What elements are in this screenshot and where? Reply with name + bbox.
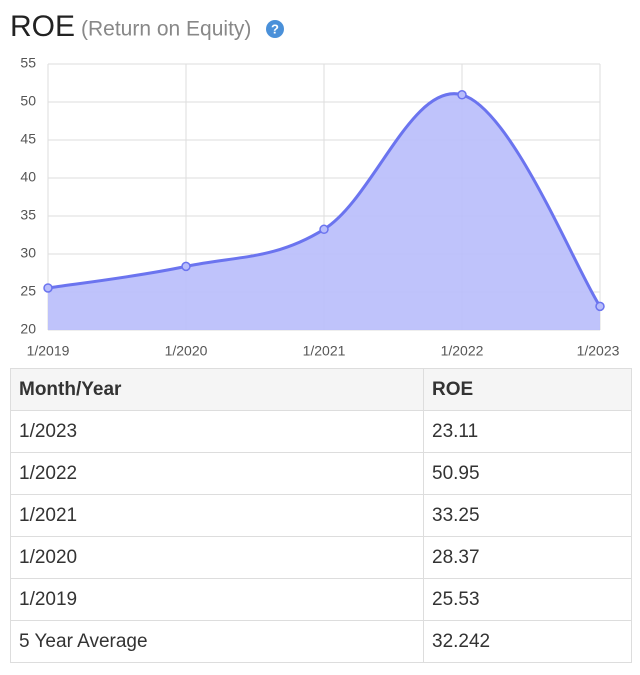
table-row: 5 Year Average 32.242 — [10, 620, 632, 663]
y-tick-label: 55 — [20, 55, 36, 71]
table-cell: 32.242 — [423, 620, 632, 663]
chart: ROE (Return on Equity) ? 20 25 30 35 40 45 50 5… — [10, 10, 620, 359]
table-cell: 33.25 — [423, 494, 632, 537]
point — [319, 224, 329, 235]
y-tick-label: 30 — [20, 245, 36, 261]
y-tick-label: 50 — [20, 93, 36, 109]
title: ROE — [10, 10, 75, 43]
y-tick-label: 25 — [20, 283, 36, 299]
table-row: 1/2022 50.95 — [10, 452, 632, 495]
table-cell: 1/2022 — [10, 452, 424, 495]
table-cell: 28.37 — [423, 536, 632, 579]
table-header: Month/Year ROE — [10, 368, 632, 411]
y-tick-label: 45 — [20, 131, 36, 147]
point — [181, 261, 191, 272]
table-row: 1/2020 28.37 — [10, 536, 632, 579]
table-cell: 5 Year Average — [10, 620, 424, 663]
point — [457, 90, 467, 100]
table-cell: 50.95 — [423, 452, 632, 495]
table-row: 1/2023 23.11 — [10, 410, 632, 453]
line — [47, 92, 602, 308]
x-tick-label: 1/2020 — [165, 343, 208, 359]
y-tick-label: 35 — [20, 207, 36, 223]
column-header: ROE — [423, 368, 632, 411]
point — [43, 283, 53, 293]
table-cell: 23.11 — [423, 410, 632, 453]
y-tick-label: 20 — [20, 321, 36, 337]
table-cell: 1/2021 — [10, 494, 424, 537]
x-tick-label: 1/2021 — [303, 343, 346, 359]
column-header: Month/Year — [10, 368, 424, 411]
x-tick-label: 1/2023 — [577, 343, 620, 359]
table-cell: 1/2023 — [10, 410, 424, 453]
table-row: 1/2021 33.25 — [10, 494, 632, 537]
table-cell: 25.53 — [423, 578, 632, 621]
subtitle: (Return on Equity) — [81, 18, 251, 41]
help-icon[interactable] — [266, 20, 284, 38]
table-cell: 1/2020 — [10, 536, 424, 579]
point — [595, 301, 605, 312]
table-row: 1/2019 25.53 — [10, 578, 632, 621]
help-icon-glyph[interactable]: ? — [271, 21, 279, 36]
table-cell: 1/2019 — [10, 578, 424, 621]
y-tick-label: 40 — [20, 169, 36, 185]
x-tick-label: 1/2019 — [27, 343, 70, 359]
data-table: Month/Year ROE 1/2023 23.11 1/2022 50.95 1/2… — [10, 368, 632, 663]
x-tick-label: 1/2022 — [441, 343, 484, 359]
